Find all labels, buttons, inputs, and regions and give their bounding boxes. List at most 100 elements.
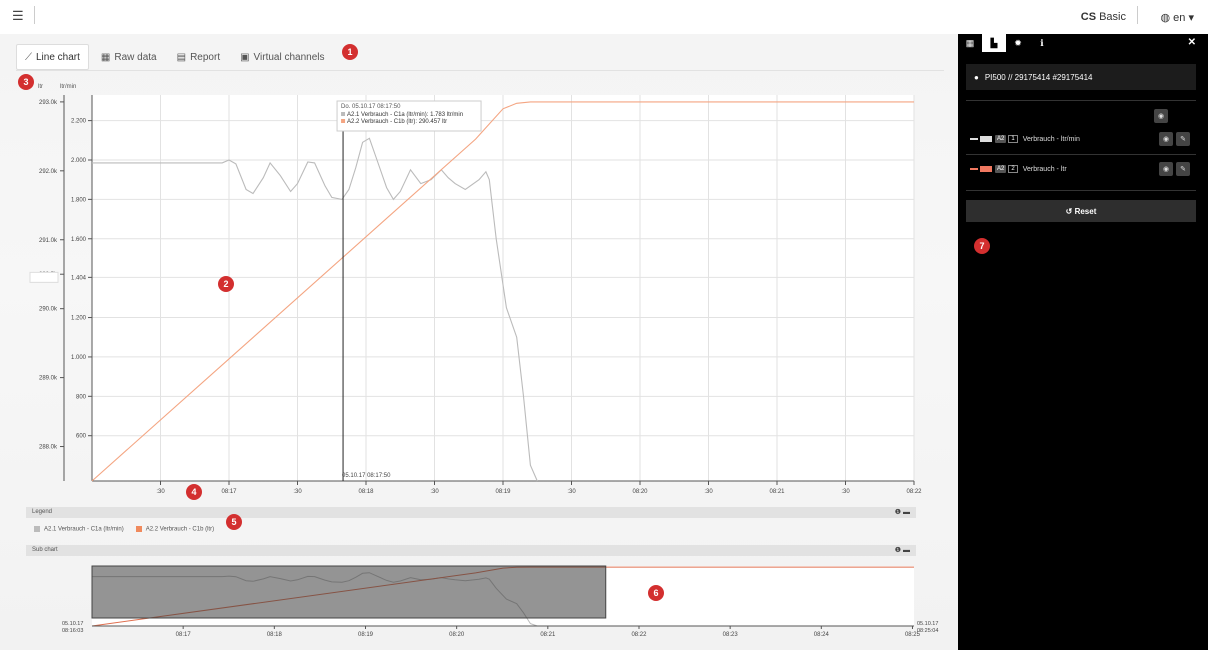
subchart-tick-label: 08:22 (631, 632, 647, 638)
tab-label: Line chart (36, 51, 80, 63)
channel-label: Verbrauch - ltr (1022, 165, 1067, 173)
divider (16, 70, 944, 71)
channel-line (970, 168, 978, 170)
table-icon: ▦ (100, 51, 111, 63)
tooltip-title: Do. 05.10.17 08:17:50 (341, 104, 401, 110)
subchart-end-time: 08:25:04 (917, 628, 938, 634)
language-label: en (1173, 12, 1186, 24)
subchart-start-time: 08:16:03 (62, 628, 83, 634)
visibility-icon[interactable]: ◉ (1159, 132, 1173, 146)
channel-color (980, 136, 992, 142)
right-tick-label: 800 (76, 394, 87, 400)
tab-virtual-channels[interactable]: ▣ Virtual channels (232, 44, 332, 70)
tab-line-chart[interactable]: ⟋ Line chart (16, 44, 89, 70)
subchart-tick-label: 08:21 (540, 632, 556, 638)
right-tick-label: 1.200 (71, 316, 87, 322)
channel-row[interactable]: A2 2 Verbrauch - ltr ◉ ✎ (970, 160, 1196, 178)
calculator-icon: ▣ (240, 51, 250, 63)
tooltip-line: A2.1 Verbrauch - C1a (ltr/min): 1.783 lt… (347, 112, 463, 118)
tab-report[interactable]: ▤ Report (169, 44, 228, 70)
channel-actions: ◉ ✎ (1159, 162, 1190, 176)
callout-badge-3: 3 (18, 74, 34, 90)
x-tick-label: :30 (293, 489, 302, 495)
subchart-tick-label: 08:24 (814, 632, 830, 638)
right-panel: ▦ ▙ ✹ ℹ ✕ ● PI500 // 29175414 #29175414 ◉… (958, 34, 1208, 650)
tab-label: Raw data (114, 51, 157, 63)
left-readout-box (29, 271, 59, 283)
cursor: 05.10.17 08:17:50 Do. 05.10.17 08:17:50 A2… (29, 100, 482, 481)
legend-body: A2.1 Verbrauch - C1a (ltr/min) A2.2 Verb… (26, 522, 916, 536)
brand-rest: Basic (1099, 11, 1126, 23)
channel-num: 2 (1008, 165, 1018, 173)
channel-color (980, 166, 992, 172)
subchart-header: Sub chart ❶ ▬ (26, 545, 916, 556)
left-tick-label: 292.0k (39, 169, 58, 175)
subchart-end-date: 05.10.17 (917, 621, 938, 627)
legend-header: Legend ❶ ▬ (26, 507, 916, 518)
subchart-title: Sub chart (32, 547, 58, 553)
close-icon[interactable]: ✕ (1187, 37, 1196, 48)
channel-row[interactable]: A2 1 Verbrauch - ltr/min ◉ ✎ (970, 130, 1196, 148)
legend-controls[interactable]: ❶ ▬ (894, 509, 910, 516)
right-tick-label: 600 (76, 434, 87, 440)
edit-icon[interactable]: ✎ (1176, 162, 1190, 176)
reset-button[interactable]: ↺ Reset (966, 200, 1196, 222)
channel-label: Verbrauch - ltr/min (1022, 135, 1080, 143)
left-axis-unit: ltr (38, 84, 43, 90)
language-selector[interactable]: ◍ en ▾ (1160, 11, 1194, 24)
caret-down-icon: ▾ (1188, 12, 1194, 24)
tab-label: Virtual channels (253, 51, 325, 63)
visibility-icon[interactable]: ◉ (1159, 162, 1173, 176)
left-tick-label: 289.0k (39, 376, 58, 382)
brand-label: CS Basic (1081, 11, 1126, 23)
channel-tag: A2 (995, 165, 1007, 173)
channel-actions: ◉ ✎ (1159, 132, 1190, 146)
callout-badge-5: 5 (226, 514, 242, 530)
line-chart[interactable]: ltr ltr/min:30 08:17:30 08:18:30 08:19:30 08:… (0, 40, 958, 500)
series-line-2 (91, 101, 914, 482)
callout-badge-1: 1 (342, 44, 358, 60)
x-tick-label: 08:21 (769, 489, 785, 495)
legend-swatch (135, 525, 142, 532)
left-tick-label: 288.0k (39, 445, 58, 451)
tooltip: Do. 05.10.17 08:17:50 A2.1 Verbrauch - C1… (336, 100, 482, 132)
hamburger-icon[interactable]: ☰ (12, 8, 24, 23)
grid (92, 95, 915, 481)
right-tick-label: 2.200 (71, 119, 87, 125)
x-tick-label: :30 (430, 489, 439, 495)
tooltip-swatch (341, 112, 346, 116)
subchart-tick-label: 08:25 (905, 632, 921, 638)
info-icon[interactable]: ℹ (1040, 37, 1044, 48)
gear-icon[interactable]: ✹ (1014, 37, 1022, 48)
edit-icon[interactable]: ✎ (1176, 132, 1190, 146)
divider (966, 154, 1196, 155)
legend-item[interactable]: A2.2 Verbrauch - C1b (ltr) (135, 525, 214, 532)
device-selector[interactable]: ● PI500 // 29175414 #29175414 (966, 64, 1196, 90)
sub-chart[interactable]: 08:17 08:18 08:19 08:20 08:21 08:22 08:23 08:24… (0, 558, 958, 648)
legend-title: Legend (32, 509, 53, 515)
callout-badge-4: 4 (186, 484, 202, 500)
channel-num: 1 (1008, 135, 1018, 143)
series (91, 101, 914, 482)
subchart-tick-label: 08:19 (358, 632, 374, 638)
callout-badge-7: 7 (974, 238, 990, 254)
subchart-controls[interactable]: ❶ ▬ (894, 547, 910, 554)
x-tick-label: 08:19 (495, 489, 511, 495)
right-tick-label: 1.800 (71, 197, 87, 203)
right-tick-label: 1.404 (71, 275, 87, 281)
subchart-tick-label: 08:23 (723, 632, 739, 638)
channel-tag: A2 (995, 135, 1007, 143)
brand-bold: CS (1080, 11, 1097, 23)
tab-raw-data[interactable]: ▦ Raw data (93, 44, 165, 70)
legend-label: A2.1 Verbrauch - C1a (ltr/min) (44, 526, 124, 533)
brush-selection (91, 565, 607, 619)
calendar-icon[interactable]: ▦ (965, 37, 975, 48)
chart-icon[interactable]: ▙ (982, 34, 1006, 52)
legend-item[interactable]: A2.1 Verbrauch - C1a (ltr/min) (34, 525, 124, 533)
x-tick-label: 08:18 (358, 489, 374, 495)
reset-label: Reset (1074, 206, 1097, 216)
right-axis-unit: ltr/min (60, 84, 76, 90)
tooltip-box (336, 100, 482, 132)
device-label: PI500 // 29175414 #29175414 (984, 72, 1093, 82)
visibility-all-icon[interactable]: ◉ (1154, 109, 1168, 123)
